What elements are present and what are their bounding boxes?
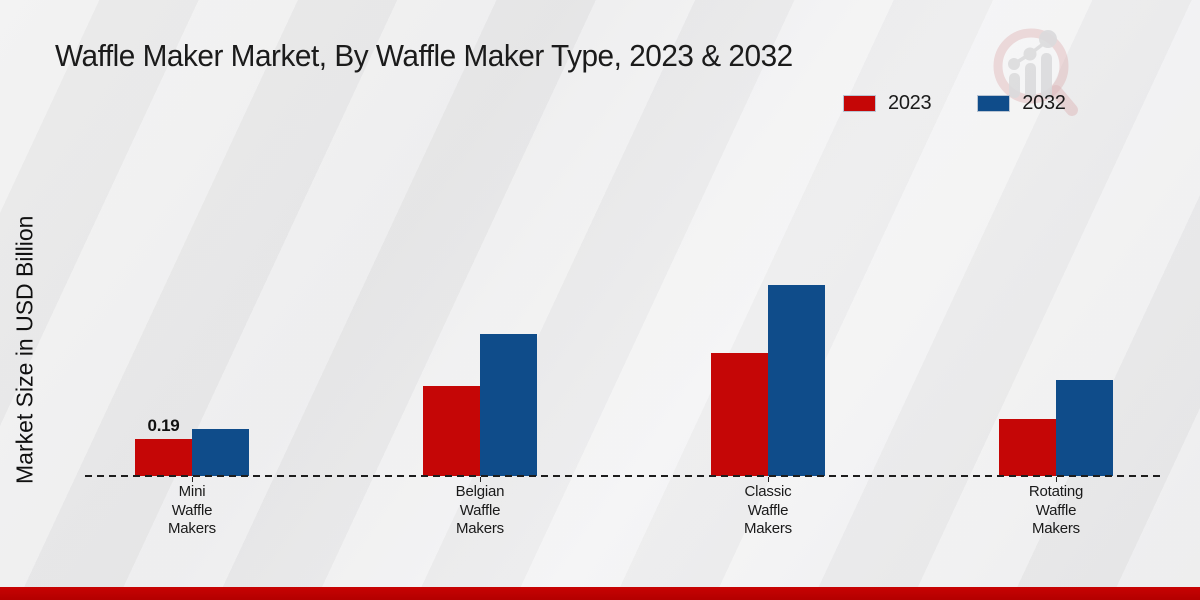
bar-2032-belgian-waffle-makers bbox=[480, 334, 537, 476]
magnifier-ring-icon bbox=[993, 28, 1069, 104]
bar-2032-rotating-waffle-makers bbox=[1056, 380, 1113, 476]
x-tick-label-classic-waffle-makers: Classic Waffle Makers bbox=[744, 483, 792, 537]
bar-2032-classic-waffle-makers bbox=[768, 285, 825, 476]
growth-bars-icon bbox=[1008, 30, 1057, 98]
legend-label: 2032 bbox=[1022, 92, 1066, 114]
legend-swatch-icon bbox=[977, 95, 1011, 112]
legend-label: 2023 bbox=[888, 92, 932, 114]
x-axis-tick bbox=[480, 477, 481, 482]
x-tick-label-belgian-waffle-makers: Belgian Waffle Makers bbox=[455, 483, 505, 537]
legend-item-2023: 2023 bbox=[843, 92, 932, 115]
legend: 2023 2032 bbox=[843, 92, 1066, 115]
footer-accent-bar bbox=[0, 587, 1200, 600]
x-axis-baseline bbox=[85, 475, 1163, 477]
bar-2023-rotating-waffle-makers bbox=[999, 419, 1056, 476]
chart-title: Waffle Maker Market, By Waffle Maker Typ… bbox=[55, 38, 793, 73]
brand-watermark-logo bbox=[993, 28, 1078, 116]
x-axis-tick bbox=[1056, 477, 1057, 482]
x-tick-label-rotating-waffle-makers: Rotating Waffle Makers bbox=[1028, 483, 1084, 537]
legend-swatch-icon bbox=[843, 95, 876, 112]
bar-2023-classic-waffle-makers bbox=[711, 353, 768, 476]
legend-item-2032: 2032 bbox=[977, 92, 1066, 115]
bar-2032-mini-waffle-makers bbox=[192, 429, 249, 476]
bar-2023-belgian-waffle-makers bbox=[423, 386, 480, 476]
magnifier-handle-icon bbox=[1050, 85, 1078, 116]
bar-2023-mini-waffle-makers bbox=[135, 439, 192, 476]
x-axis-tick bbox=[192, 477, 193, 482]
bar-value-label: 0.19 bbox=[147, 416, 180, 435]
x-tick-label-mini-waffle-makers: Mini Waffle Makers bbox=[168, 483, 216, 537]
x-axis-tick bbox=[768, 477, 769, 482]
